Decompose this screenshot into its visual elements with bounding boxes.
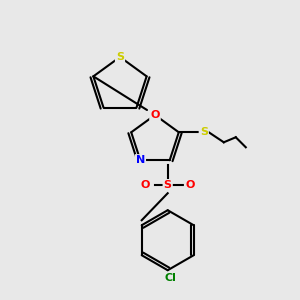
Text: Cl: Cl xyxy=(165,273,177,283)
Text: N: N xyxy=(136,155,145,165)
Text: O: O xyxy=(150,110,160,120)
Text: S: S xyxy=(164,180,172,190)
Text: S: S xyxy=(200,127,208,137)
Text: S: S xyxy=(116,52,124,62)
Text: O: O xyxy=(185,180,194,190)
Text: O: O xyxy=(140,180,149,190)
